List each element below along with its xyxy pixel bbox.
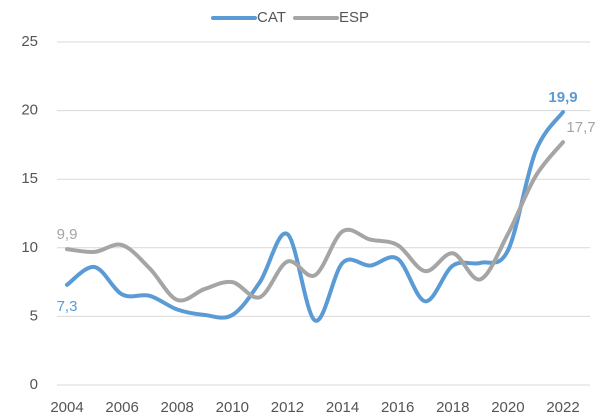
x-tick-label: 2018 xyxy=(436,399,469,416)
x-tick-label: 2022 xyxy=(546,399,579,416)
x-tick-label: 2016 xyxy=(381,399,414,416)
data-label: 17,7 xyxy=(566,119,595,136)
x-tick-label: 2006 xyxy=(105,399,138,416)
legend-label: CAT xyxy=(257,9,286,26)
line-series xyxy=(65,109,565,323)
x-tick-label: 2010 xyxy=(216,399,249,416)
data-label: 9,9 xyxy=(57,226,78,243)
y-tick-label: 0 xyxy=(30,376,38,393)
x-tick-label: 2004 xyxy=(50,399,83,416)
x-tick-label: 2008 xyxy=(161,399,194,416)
y-tick-label: 20 xyxy=(21,102,38,119)
y-tick-label: 5 xyxy=(30,307,38,324)
y-tick-label: 15 xyxy=(21,170,38,187)
line-series xyxy=(65,140,565,303)
y-tick-label: 10 xyxy=(21,239,38,256)
x-tick-label: 2014 xyxy=(326,399,359,416)
x-tick-label: 2012 xyxy=(271,399,304,416)
y-tick-label: 25 xyxy=(21,33,38,50)
data-label: 7,3 xyxy=(57,298,78,315)
x-tick-label: 2020 xyxy=(491,399,524,416)
legend-label: ESP xyxy=(339,9,369,26)
data-label: 19,9 xyxy=(548,89,577,106)
